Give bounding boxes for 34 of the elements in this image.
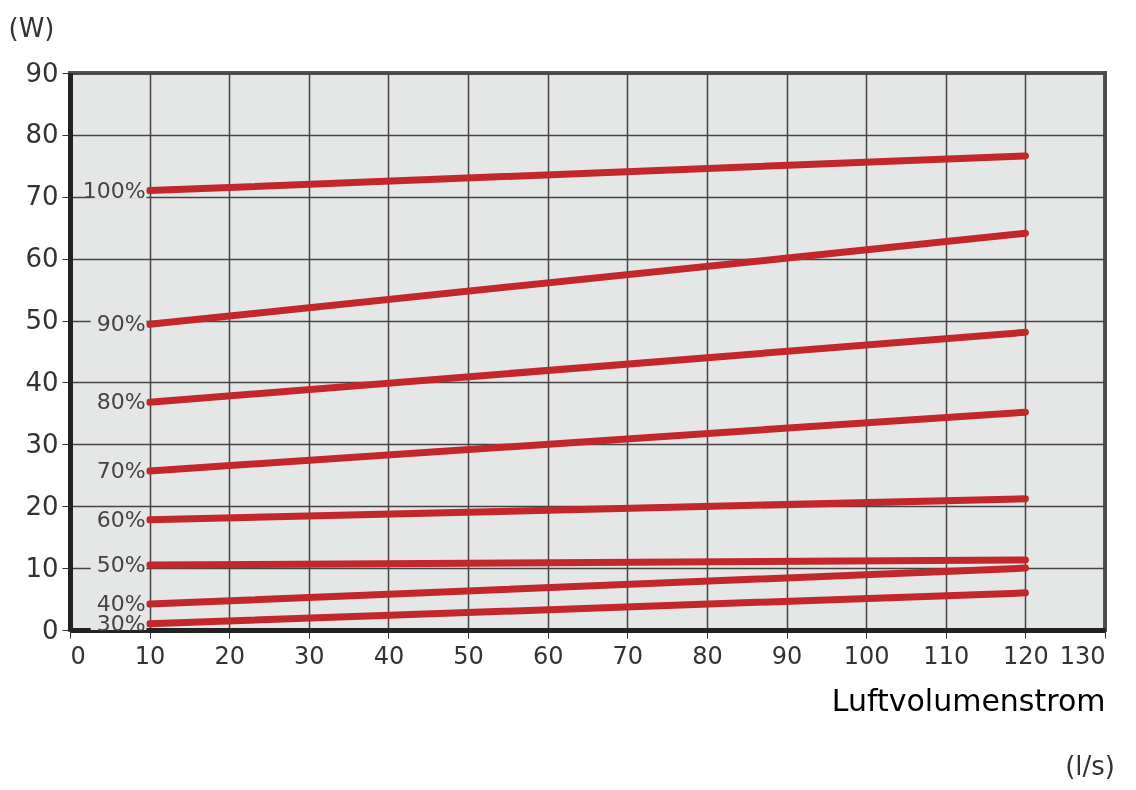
y-tick-label: 30 [25,428,59,459]
x-tick-label: 120 [1002,641,1049,670]
x-tick-label: 30 [294,641,325,670]
series-label: 30% [96,610,146,636]
x-tick-label: 50 [453,641,484,670]
x-tick-label: 100 [843,641,890,670]
y-tick-label: 80 [25,119,59,150]
x-tick-label: 90 [771,641,803,670]
series-label: 70% [96,457,146,483]
y-tick-label: 60 [25,243,59,274]
x-tick-label: 70 [612,641,644,670]
x-tick-label: 40 [373,641,405,670]
x-axis-title: Luftvolumenstrom [831,682,1106,718]
x-tick-label: 10 [134,641,166,670]
series-label: 60% [96,506,146,532]
x-tick-label: 130 [1059,641,1106,670]
y-tick-label: 70 [25,181,59,212]
y-tick-label: 40 [25,366,59,397]
y-tick-label: 10 [25,552,59,583]
series-label: 100% [82,177,146,203]
x-tick-label: 60 [532,641,564,670]
x-tick-label: 80 [692,641,723,670]
text: (l/s) [1065,751,1115,781]
x-tick-label: 0 [70,641,86,670]
series-label: 50% [96,552,146,578]
y-axis-title: (W) [8,12,55,43]
series-label: 80% [96,389,146,415]
series-label: 90% [96,311,146,337]
y-tick-label: 50 [25,305,59,336]
x-tick-label: 110 [923,641,970,670]
y-tick-label: 0 [41,614,59,645]
x-tick-label: 20 [214,641,245,670]
y-tick-label: 20 [25,490,59,521]
y-tick-label: 90 [25,57,59,88]
